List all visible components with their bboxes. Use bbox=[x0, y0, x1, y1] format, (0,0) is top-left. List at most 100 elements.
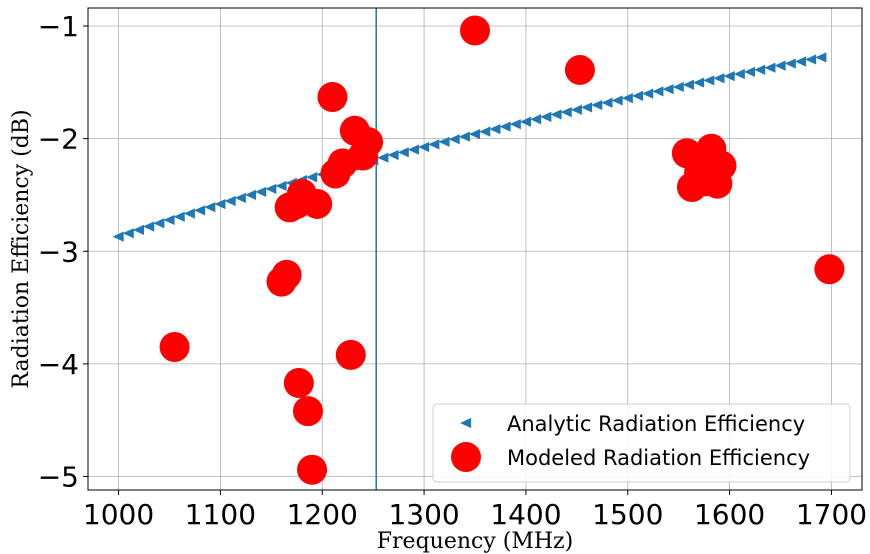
analytic-point bbox=[672, 81, 684, 93]
analytic-point bbox=[784, 58, 796, 69]
analytic-point bbox=[642, 88, 654, 99]
analytic-point bbox=[815, 52, 827, 63]
legend-modeled-marker bbox=[451, 442, 481, 472]
x-tick-label: 1500 bbox=[592, 498, 663, 531]
modeled-point bbox=[271, 259, 302, 290]
modeled-point bbox=[460, 15, 490, 46]
analytic-point bbox=[805, 54, 817, 65]
x-tick-label: 1300 bbox=[388, 498, 459, 531]
modeled-point bbox=[335, 339, 366, 370]
y-tick-label: −4 bbox=[38, 348, 79, 381]
analytic-point bbox=[530, 114, 542, 125]
analytic-point bbox=[774, 60, 786, 71]
plot-frame bbox=[87, 7, 863, 491]
x-tick-label: 1600 bbox=[694, 498, 765, 531]
analytic-point bbox=[122, 228, 134, 239]
analytic-point bbox=[723, 71, 735, 82]
analytic-point bbox=[794, 56, 806, 67]
x-tick-label: 1000 bbox=[83, 498, 154, 531]
analytic-point bbox=[438, 136, 450, 147]
analytic-point bbox=[601, 97, 613, 108]
legend-analytic-label: Analytic Radiation Efficiency bbox=[507, 412, 805, 436]
analytic-point bbox=[255, 186, 267, 197]
modeled-point bbox=[814, 254, 845, 285]
analytic-point bbox=[754, 64, 766, 75]
analytic-point bbox=[489, 124, 501, 135]
analytic-point bbox=[479, 126, 491, 137]
analytic-point bbox=[173, 211, 185, 222]
analytic-point bbox=[611, 95, 623, 106]
analytic-point bbox=[407, 144, 419, 155]
y-tick-label: −2 bbox=[38, 123, 79, 156]
modeled-point bbox=[564, 54, 595, 85]
legend-analytic-marker bbox=[460, 417, 472, 429]
analytic-point bbox=[509, 119, 521, 130]
modeled-point bbox=[283, 368, 314, 399]
analytic-point bbox=[163, 214, 175, 226]
analytic-point bbox=[214, 198, 226, 210]
analytic-point bbox=[244, 189, 257, 200]
y-tick-label: −1 bbox=[38, 10, 79, 43]
analytic-point bbox=[693, 77, 705, 88]
analytic-point bbox=[733, 68, 745, 80]
analytic-point bbox=[306, 172, 318, 183]
analytic-point bbox=[591, 99, 603, 111]
analytic-point bbox=[448, 134, 460, 145]
analytic-point bbox=[581, 102, 593, 113]
modeled-point bbox=[292, 396, 323, 427]
modeled-point bbox=[353, 127, 384, 158]
analytic-point bbox=[682, 79, 694, 90]
analytic-point bbox=[469, 129, 481, 140]
analytic-point bbox=[550, 109, 562, 120]
modeled-point bbox=[317, 81, 348, 112]
x-tick-label: 1100 bbox=[185, 498, 256, 531]
analytic-point bbox=[143, 221, 155, 232]
legend-box bbox=[432, 403, 851, 483]
analytic-point bbox=[183, 208, 195, 219]
analytic-point bbox=[132, 224, 145, 235]
analytic-point bbox=[194, 205, 206, 216]
analytic-point bbox=[743, 66, 756, 77]
analytic-point bbox=[428, 139, 440, 150]
x-axis-label: Frequency (MHz) bbox=[377, 529, 573, 554]
analytic-point bbox=[387, 149, 399, 161]
analytic-point bbox=[652, 86, 664, 97]
analytic-point bbox=[540, 111, 552, 122]
analytic-point bbox=[397, 147, 409, 158]
analytic-point bbox=[713, 73, 725, 84]
y-tick-label: −3 bbox=[38, 235, 79, 268]
ticks: 1000 1100 1200 1300 1400 1500 1600 1700 −1 −2 −3 −4… bbox=[38, 10, 867, 531]
analytic-point bbox=[224, 195, 236, 207]
x-tick-label: 1400 bbox=[490, 498, 561, 531]
modeled-point bbox=[159, 331, 190, 362]
modeled-point bbox=[302, 188, 333, 219]
analytic-point bbox=[234, 192, 246, 204]
analytic-point bbox=[204, 202, 216, 213]
legend: Analytic Radiation Efficiency Modeled Ra… bbox=[432, 403, 851, 483]
analytic-point bbox=[703, 75, 715, 86]
analytic-point bbox=[560, 106, 572, 118]
analytic-point bbox=[519, 116, 532, 127]
x-tick-label: 1200 bbox=[287, 498, 358, 531]
analytic-point bbox=[662, 84, 674, 95]
modeled-point bbox=[297, 454, 328, 485]
analytic-point bbox=[499, 121, 511, 132]
x-tick-label: 1700 bbox=[796, 498, 867, 531]
analytic-point bbox=[377, 152, 389, 163]
analytic-point bbox=[458, 131, 470, 142]
y-axis-label: Radiation Efficiency (dB) bbox=[9, 109, 34, 388]
modeled-point bbox=[706, 150, 737, 181]
analytic-point bbox=[631, 90, 644, 101]
analytic-point bbox=[112, 231, 124, 242]
legend-modeled-label: Modeled Radiation Efficiency bbox=[507, 446, 810, 470]
analytic-point bbox=[764, 62, 776, 73]
y-tick-label: −5 bbox=[38, 460, 79, 493]
analytic-point bbox=[265, 183, 277, 194]
modeled-series bbox=[159, 15, 845, 485]
analytic-point bbox=[570, 104, 582, 115]
analytic-point bbox=[621, 93, 633, 104]
analytic-point bbox=[153, 218, 165, 229]
analytic-point bbox=[418, 141, 430, 153]
analytic-point bbox=[275, 180, 287, 192]
